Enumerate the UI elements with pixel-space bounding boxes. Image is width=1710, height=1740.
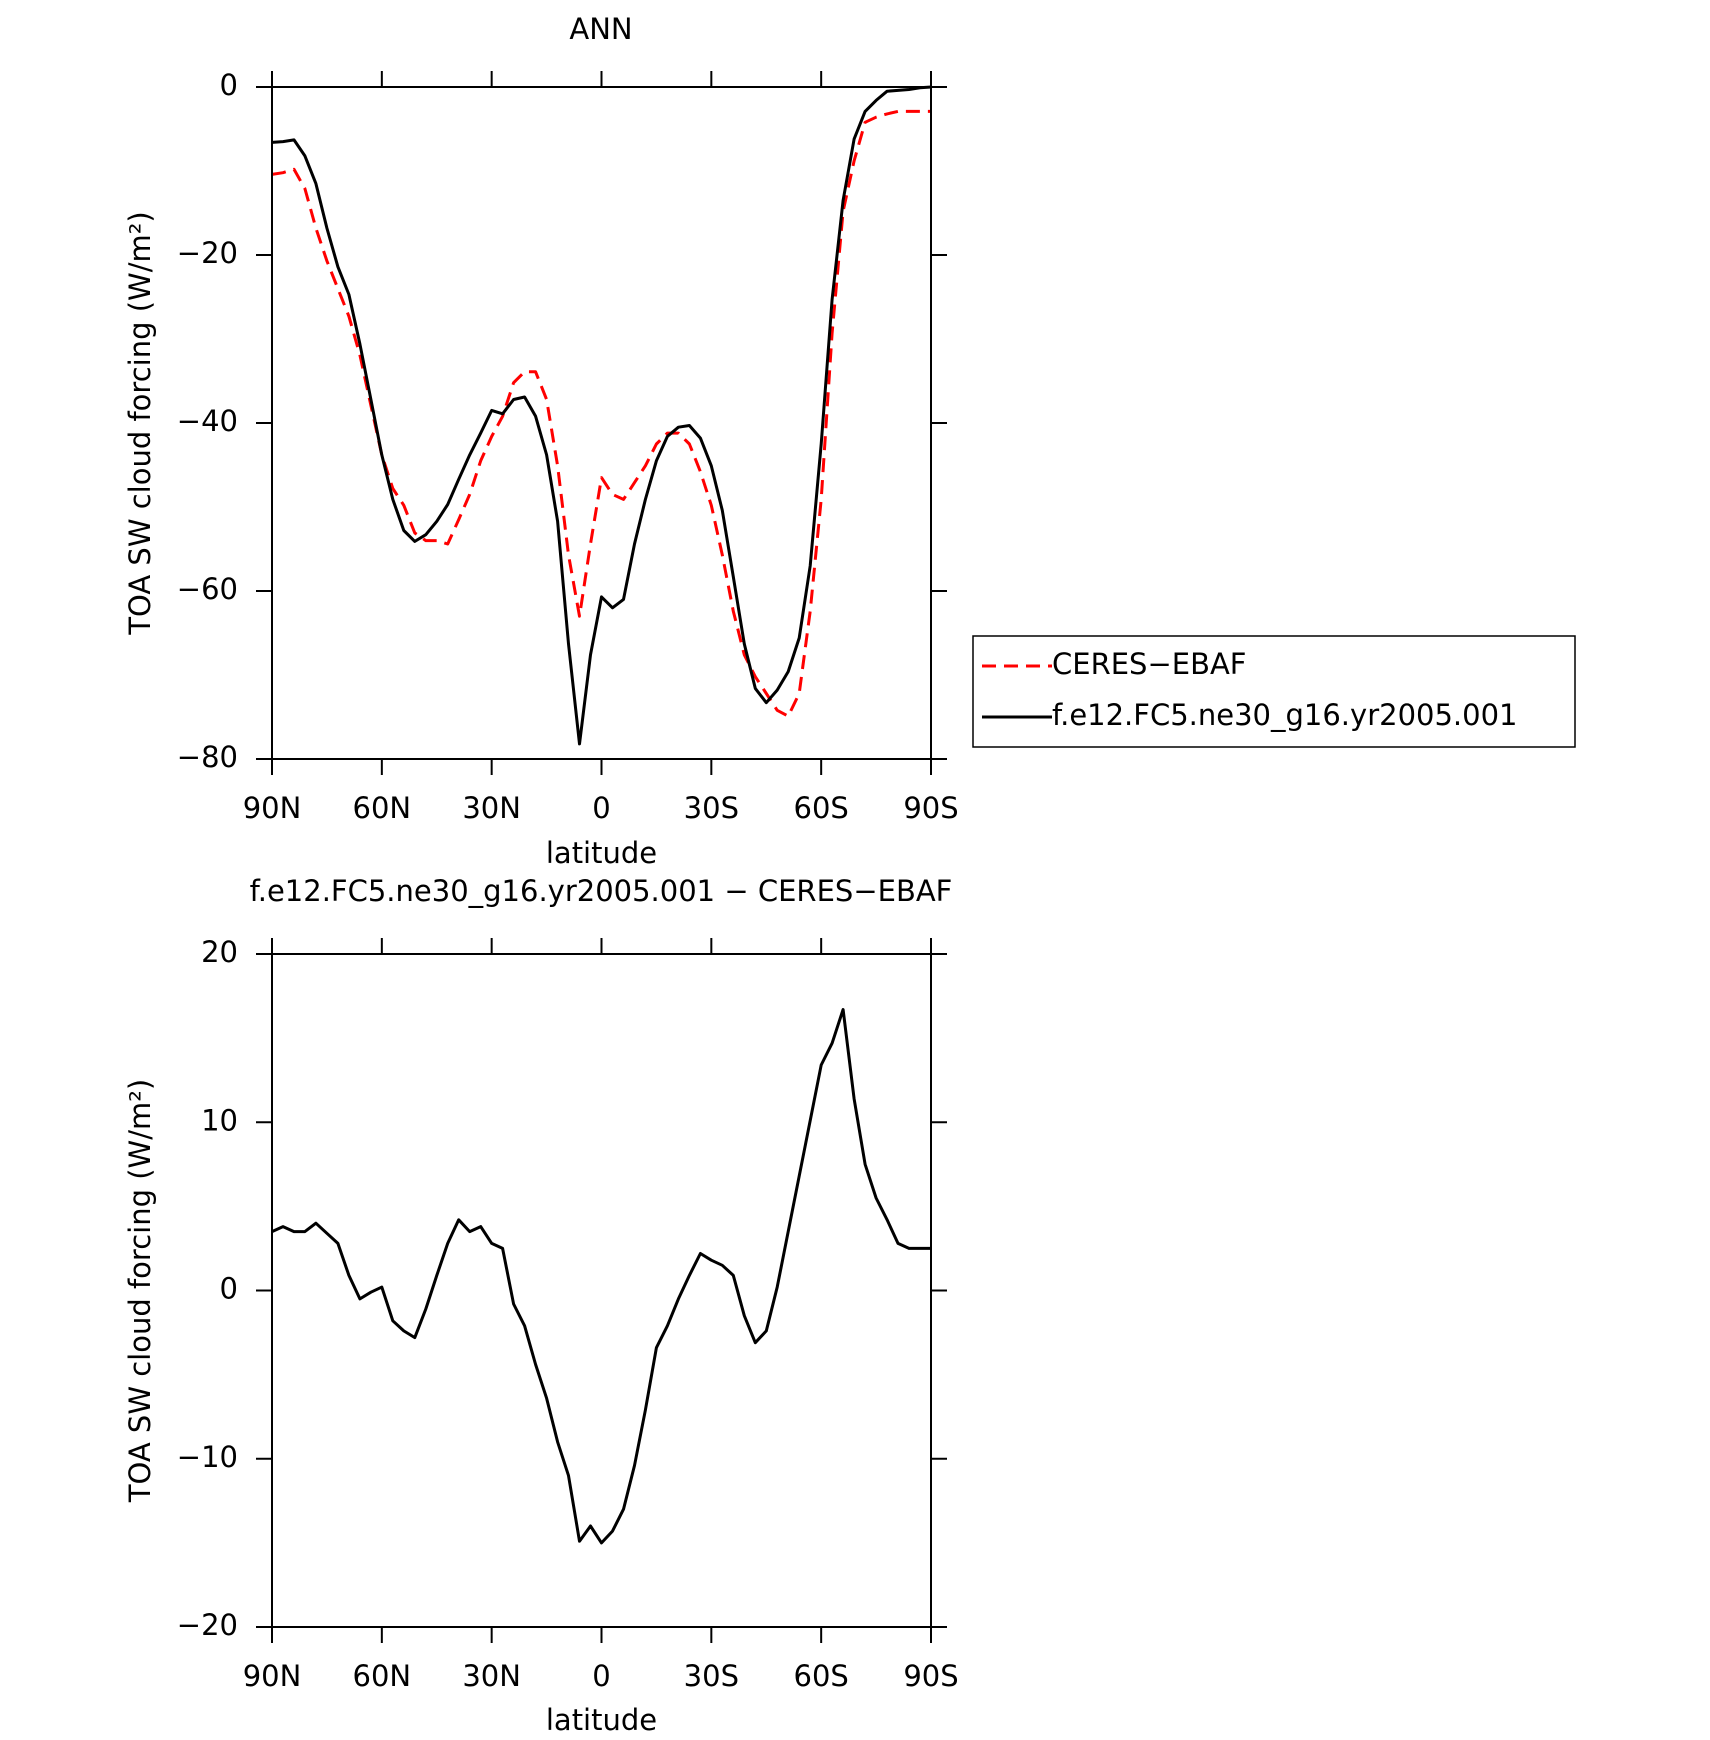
- y-tick-label: 20: [201, 935, 238, 969]
- y-tick-label: 0: [220, 1272, 238, 1306]
- data-line: [271, 109, 931, 718]
- y-tick-label: −80: [177, 740, 238, 774]
- plot-frame: [271, 86, 932, 760]
- legend-box: [972, 635, 1576, 748]
- x-tick-label: 30N: [462, 791, 521, 825]
- legend-label: CERES−EBAF: [1052, 647, 1247, 681]
- x-tick-label: 30N: [462, 1659, 521, 1693]
- chart-title: ANN: [569, 12, 632, 46]
- x-axis-label: latitude: [546, 1703, 657, 1737]
- y-axis-label: TOA SW cloud forcing (W/m²): [123, 211, 157, 635]
- y-axis-label: TOA SW cloud forcing (W/m²): [123, 1079, 157, 1503]
- data-line: [271, 1008, 931, 1545]
- x-tick-label: 90S: [903, 1659, 958, 1693]
- x-tick-label: 0: [592, 1659, 610, 1693]
- x-axis-label: latitude: [546, 836, 657, 870]
- x-tick-label: 90N: [243, 791, 302, 825]
- y-tick-label: −60: [177, 572, 238, 606]
- legend-label: f.e12.FC5.ne30_g16.yr2005.001: [1052, 698, 1518, 732]
- x-tick-label: 0: [592, 791, 610, 825]
- x-tick-label: 30S: [684, 1659, 739, 1693]
- y-tick-label: −40: [177, 404, 238, 438]
- x-tick-label: 60N: [353, 791, 412, 825]
- y-tick-label: −20: [177, 1608, 238, 1642]
- y-tick-label: −20: [177, 236, 238, 270]
- x-tick-label: 60S: [794, 1659, 849, 1693]
- chart-title: f.e12.FC5.ne30_g16.yr2005.001 − CERES−EB…: [250, 874, 953, 908]
- y-tick-label: −10: [177, 1440, 238, 1474]
- x-tick-label: 90N: [243, 1659, 302, 1693]
- y-tick-label: 0: [220, 68, 238, 102]
- data-line: [271, 85, 932, 746]
- y-tick-label: 10: [201, 1103, 238, 1137]
- x-tick-label: 60N: [353, 1659, 412, 1693]
- x-tick-label: 60S: [794, 791, 849, 825]
- plot-frame: [271, 953, 932, 1628]
- x-tick-label: 90S: [903, 791, 958, 825]
- x-tick-label: 30S: [684, 791, 739, 825]
